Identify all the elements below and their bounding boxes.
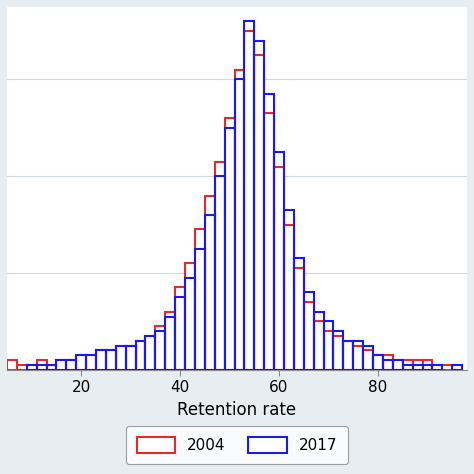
Bar [155, 331, 165, 370]
Bar [17, 365, 27, 370]
Bar [205, 215, 215, 370]
Bar [363, 350, 373, 370]
Bar [294, 258, 304, 370]
Bar [403, 365, 413, 370]
Bar [66, 360, 76, 370]
Bar [136, 341, 146, 370]
Bar [274, 152, 284, 370]
Bar [264, 113, 274, 370]
X-axis label: Retention rate: Retention rate [177, 401, 297, 419]
Bar [175, 297, 185, 370]
Bar [314, 321, 324, 370]
Bar [66, 360, 76, 370]
Bar [106, 350, 116, 370]
Bar [432, 365, 442, 370]
Bar [195, 249, 205, 370]
Bar [393, 360, 403, 370]
Bar [343, 341, 353, 370]
Bar [334, 331, 343, 370]
Bar [383, 355, 393, 370]
Bar [363, 346, 373, 370]
Bar [245, 21, 255, 370]
Bar [126, 346, 136, 370]
Bar [7, 360, 17, 370]
Bar [185, 278, 195, 370]
Bar [126, 346, 136, 370]
Bar [185, 263, 195, 370]
Bar [284, 210, 294, 370]
Bar [76, 355, 86, 370]
Bar [264, 94, 274, 370]
Bar [56, 360, 66, 370]
Bar [215, 176, 225, 370]
Bar [215, 162, 225, 370]
Bar [155, 326, 165, 370]
Bar [314, 312, 324, 370]
Bar [413, 365, 422, 370]
Bar [393, 360, 403, 370]
Bar [165, 312, 175, 370]
Bar [46, 365, 56, 370]
Bar [27, 365, 36, 370]
Legend: 2004, 2017: 2004, 2017 [126, 426, 348, 464]
Bar [452, 365, 462, 370]
Bar [205, 196, 215, 370]
Bar [46, 365, 56, 370]
Bar [442, 365, 452, 370]
Bar [235, 70, 245, 370]
Bar [432, 365, 442, 370]
Bar [235, 80, 245, 370]
Bar [96, 350, 106, 370]
Bar [255, 41, 264, 370]
Bar [383, 360, 393, 370]
Bar [353, 341, 363, 370]
Bar [36, 365, 46, 370]
Bar [422, 365, 432, 370]
Bar [373, 355, 383, 370]
Bar [294, 268, 304, 370]
Bar [255, 55, 264, 370]
Bar [36, 360, 46, 370]
Bar [86, 355, 96, 370]
Bar [136, 341, 146, 370]
Bar [86, 355, 96, 370]
Bar [96, 350, 106, 370]
Bar [106, 350, 116, 370]
Bar [343, 341, 353, 370]
Bar [225, 118, 235, 370]
Bar [304, 292, 314, 370]
Bar [304, 302, 314, 370]
Bar [116, 346, 126, 370]
Bar [195, 229, 205, 370]
Bar [56, 360, 66, 370]
Bar [76, 355, 86, 370]
Bar [165, 317, 175, 370]
Bar [324, 321, 334, 370]
Bar [274, 166, 284, 370]
Bar [146, 336, 155, 370]
Bar [452, 365, 462, 370]
Bar [353, 346, 363, 370]
Bar [413, 360, 422, 370]
Bar [225, 128, 235, 370]
Bar [245, 31, 255, 370]
Bar [334, 336, 343, 370]
Bar [373, 355, 383, 370]
Bar [422, 360, 432, 370]
Bar [175, 288, 185, 370]
Bar [403, 360, 413, 370]
Bar [324, 331, 334, 370]
Bar [146, 336, 155, 370]
Bar [116, 346, 126, 370]
Bar [27, 365, 36, 370]
Bar [284, 225, 294, 370]
